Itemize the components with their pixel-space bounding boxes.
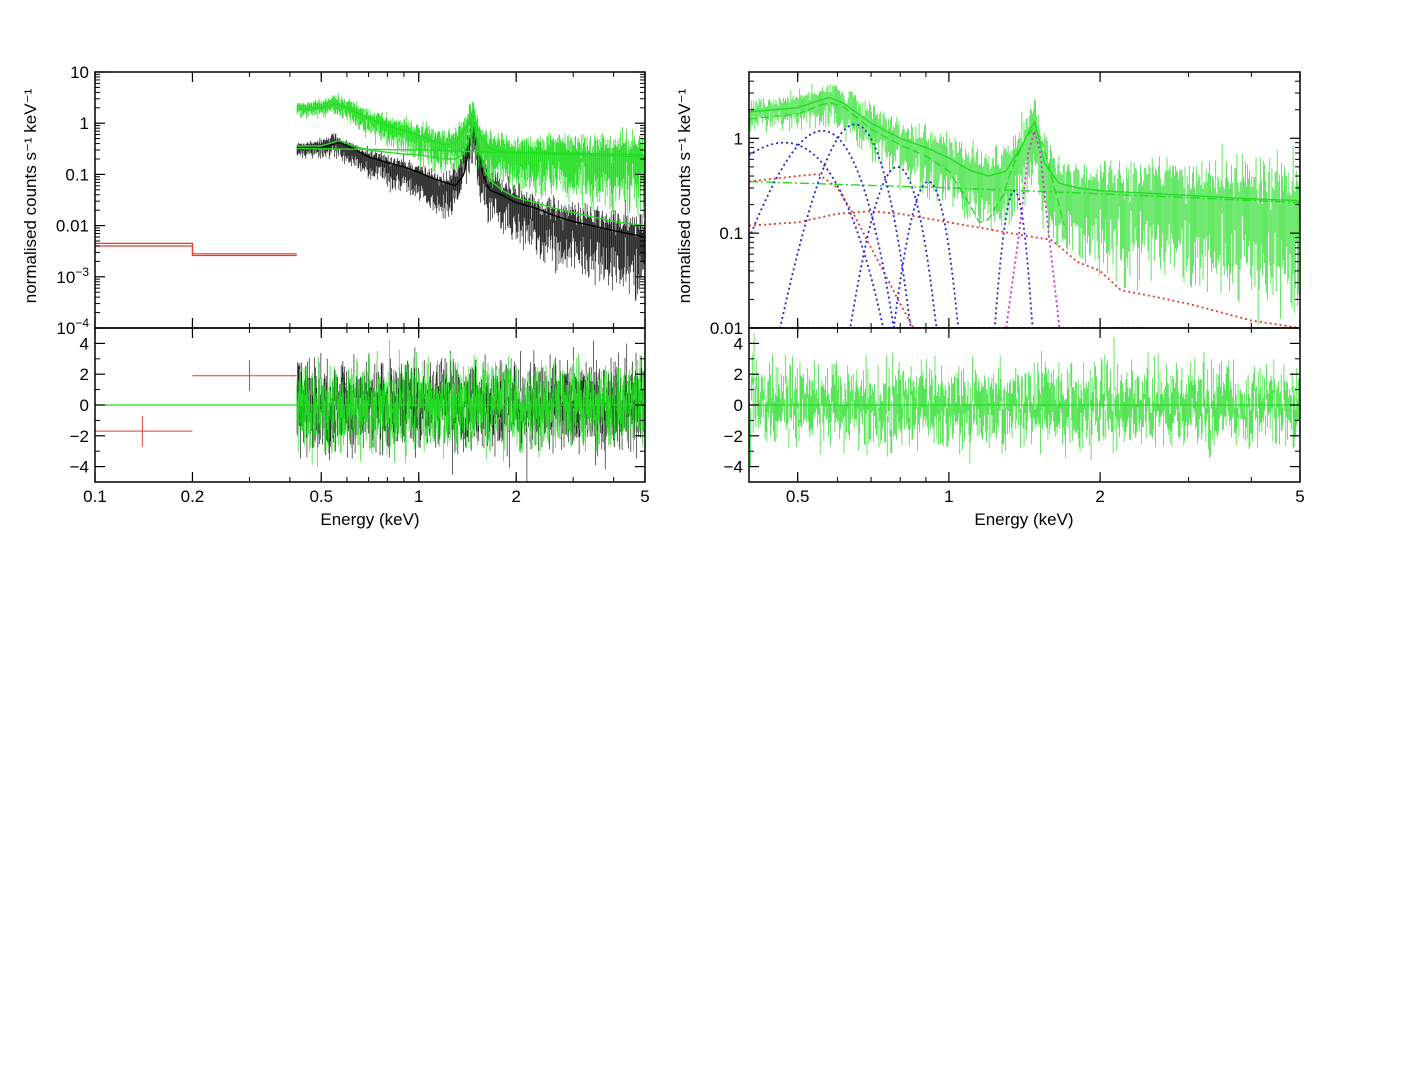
y-tick-label: 0.1 <box>65 165 89 184</box>
y-tick-label: 0 <box>734 396 743 415</box>
series-green-continuum <box>296 147 645 158</box>
right-y-axis-title: normalised counts s⁻¹ keV⁻¹ <box>675 88 694 303</box>
y-tick-label: 10 <box>70 63 89 82</box>
series-model-component-(dashed) <box>749 101 1066 226</box>
gaussian-component-5 <box>883 189 1146 328</box>
y-tick-label: 4 <box>734 334 743 353</box>
y-tick-label: 0 <box>80 396 89 415</box>
y-tick-label: 1 <box>80 114 89 133</box>
x-tick-label: 1 <box>414 487 423 506</box>
right-x-axis-title: Energy (keV) <box>974 510 1073 529</box>
data-points-green-data <box>296 93 645 218</box>
y-tick-label: 0.1 <box>719 224 743 243</box>
right-residuals-panel: 0.5 1 2 5 4 2 0 −2 −4 <box>724 327 1305 506</box>
left-y-axis-title: normalised counts s⁻¹ keV⁻¹ <box>21 88 40 303</box>
y-tick-label: 4 <box>80 334 89 353</box>
residual-area <box>749 333 1300 467</box>
y-tick-label: 1 <box>734 129 743 148</box>
series-continuum-(dash-dot) <box>749 180 1300 204</box>
y-tick-label: −4 <box>70 458 89 477</box>
left-residuals-panel: 0.1 0.2 0.5 1 2 5 4 2 0 −2 −4 <box>70 327 650 506</box>
x-tick-label: 1 <box>944 487 953 506</box>
y-tick-label: 0.01 <box>56 217 89 236</box>
y-tick-label: −2 <box>724 427 743 446</box>
series-green-component <box>296 121 645 227</box>
y-tick-label: −2 <box>70 427 89 446</box>
residual-area <box>95 339 645 482</box>
y-tick-label: 2 <box>80 365 89 384</box>
series-red-component-1 <box>749 173 915 328</box>
plot-area <box>749 83 1300 328</box>
x-tick-label: 2 <box>511 487 520 506</box>
y-tick-label: 0.01 <box>710 319 743 338</box>
y-tick-label: 2 <box>734 365 743 384</box>
x-tick-label: 0.5 <box>309 487 333 506</box>
y-tick-label: −4 <box>724 458 743 477</box>
series-magenta-component <box>1005 128 1061 328</box>
x-tick-label: 5 <box>640 487 649 506</box>
series-green-model <box>296 103 645 156</box>
series-red-model <box>95 245 297 257</box>
right-spectrum-panel: 1 0.1 0.01 <box>710 71 1301 338</box>
x-tick-label: 0.5 <box>786 487 810 506</box>
x-tick-label: 2 <box>1095 487 1104 506</box>
left-x-axis-title: Energy (keV) <box>320 510 419 529</box>
x-tick-label: 0.2 <box>181 487 205 506</box>
x-tick-label: 5 <box>1295 487 1304 506</box>
series-red-component-2 <box>749 210 1300 328</box>
x-tick-label: 0.1 <box>83 487 107 506</box>
plot-area <box>95 93 645 302</box>
